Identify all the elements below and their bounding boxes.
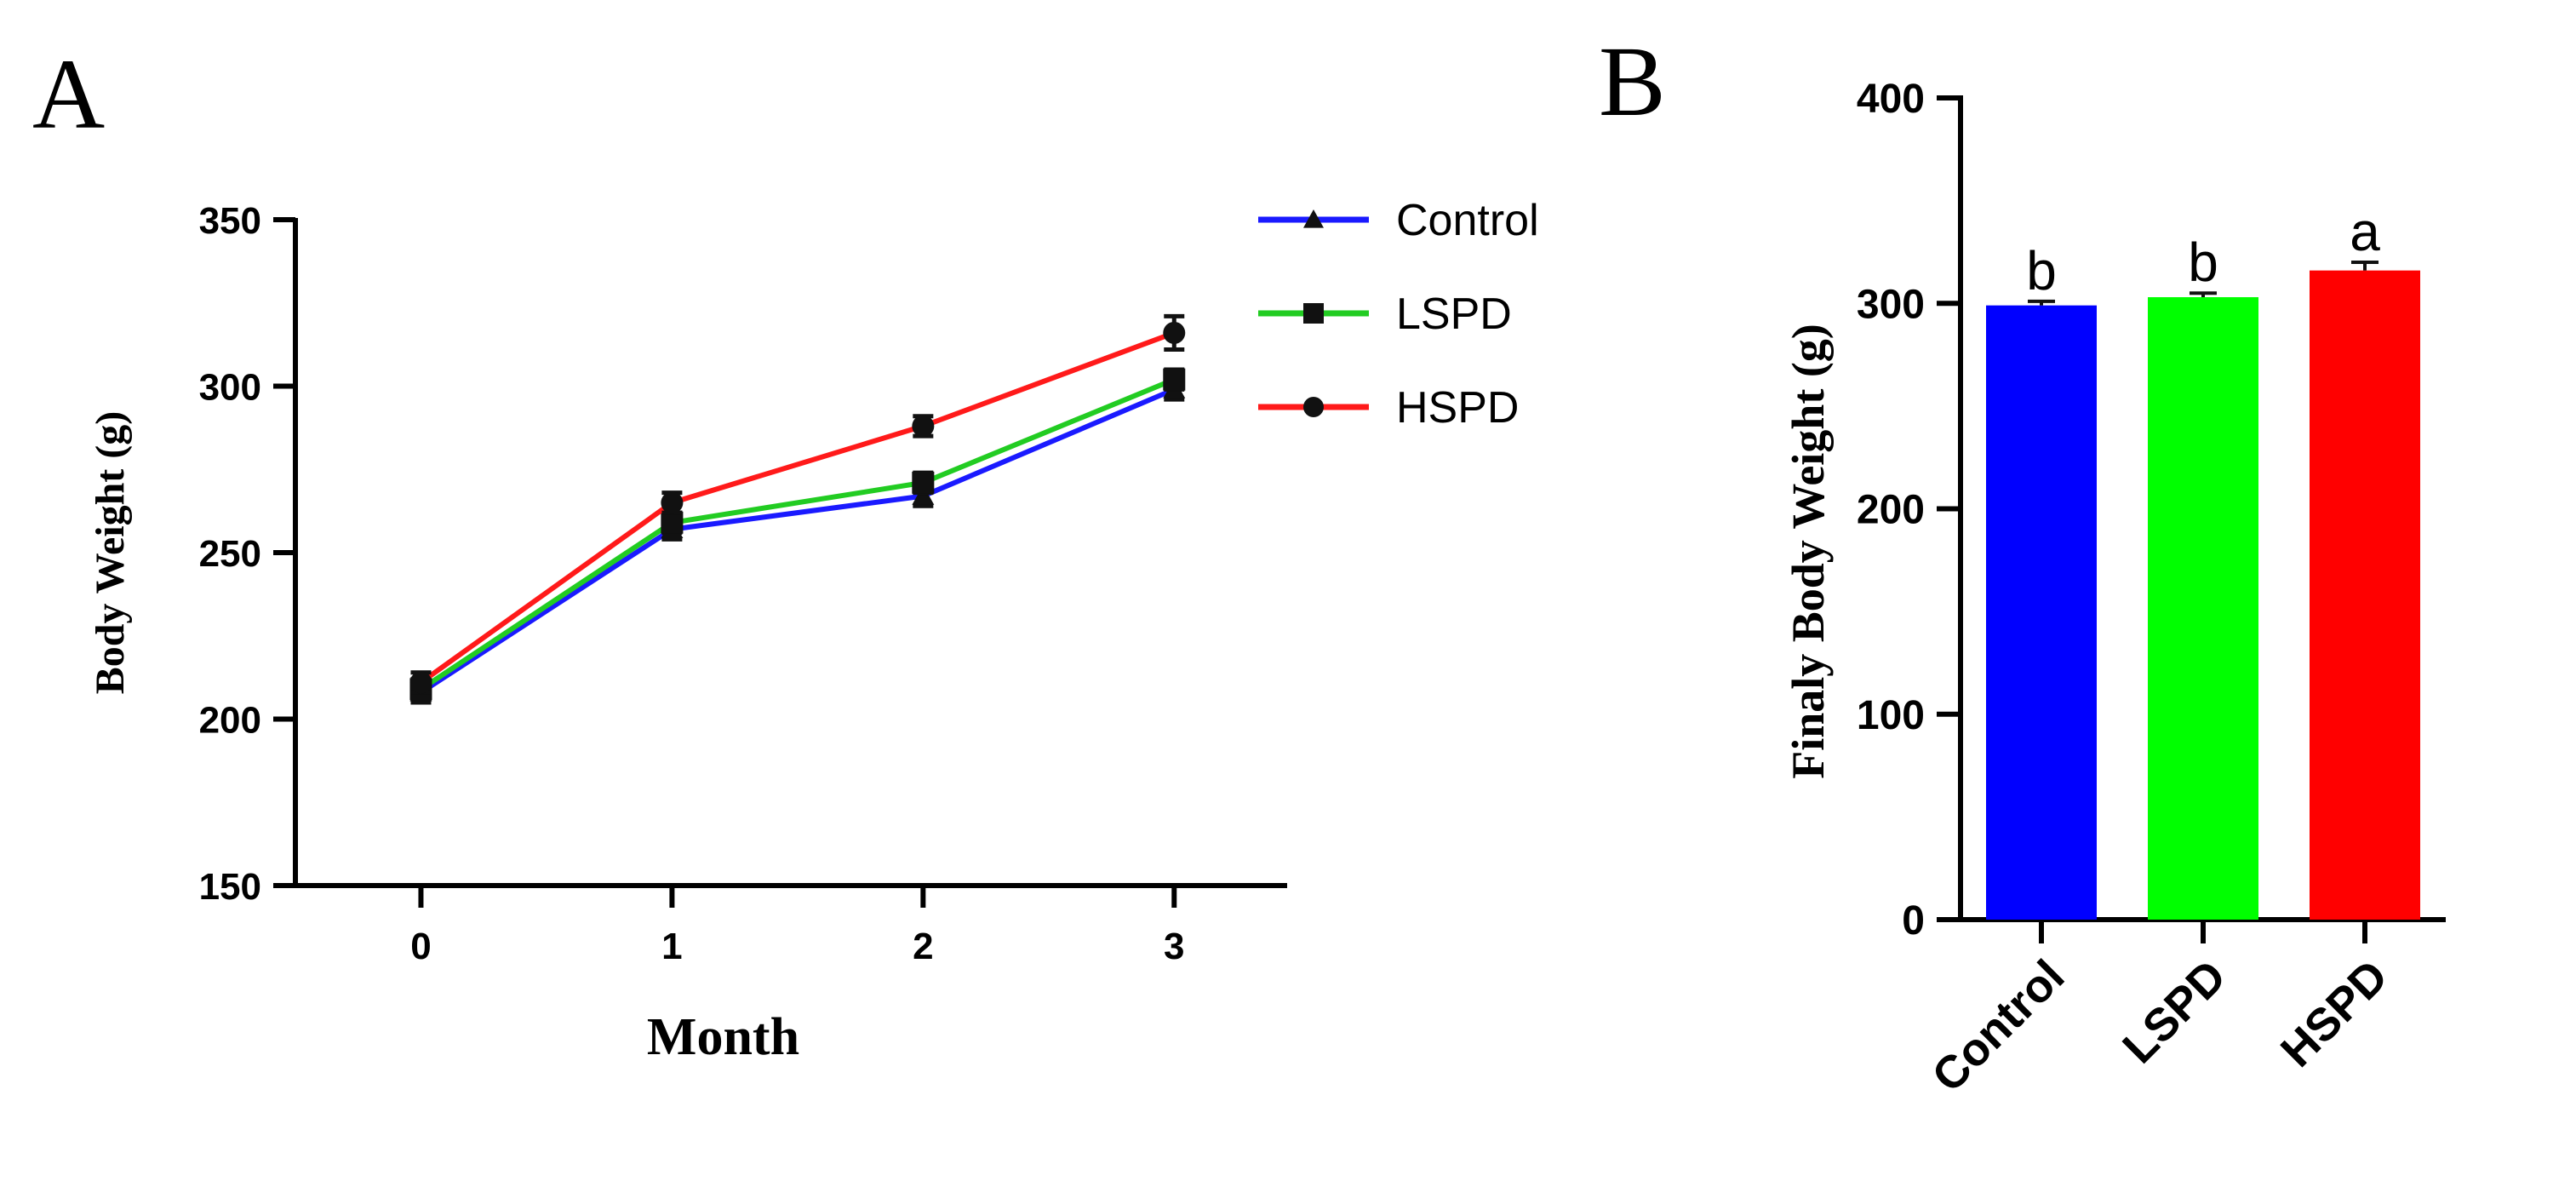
data-point: [912, 471, 935, 494]
legend-label-control: Control: [1396, 196, 1539, 245]
legend-marker-control: [1303, 209, 1324, 228]
bar-y-tick-label: 200: [1857, 488, 1925, 533]
bar-y-axis-title: Finaly Body Weight (g): [1783, 324, 1834, 779]
y-tick-label: 250: [199, 533, 261, 575]
bar-group-lspd: b: [2148, 232, 2258, 920]
y-tick-label: 150: [199, 866, 261, 908]
x-tick-label: 1: [661, 926, 682, 967]
bar-group-control: b: [1986, 240, 2097, 920]
panel-label-b: B: [1599, 26, 1666, 137]
line-chart-ticks: 150 200 250 300 350 0 1 2 3: [199, 200, 1185, 967]
x-tick-label: 3: [1164, 926, 1184, 967]
bar-y-tick-label: 300: [1857, 282, 1925, 327]
x-tick-label: 0: [410, 926, 431, 967]
y-tick-label: 200: [199, 700, 261, 742]
bar-hspd: [2310, 270, 2420, 920]
category-label-lspd: LSPD: [2113, 950, 2235, 1073]
series-line: [419, 330, 1176, 685]
x-axis-title: Month: [647, 1008, 799, 1066]
category-label-control: Control: [1922, 950, 2074, 1102]
bar-group-hspd: a: [2310, 201, 2420, 920]
series-hspd: [409, 313, 1186, 695]
bar-y-tick-label: 0: [1902, 898, 1925, 943]
data-point: [1163, 368, 1186, 391]
data-point: [661, 511, 684, 534]
y-tick-label: 300: [199, 367, 261, 409]
legend-marker-hspd: [1303, 397, 1324, 417]
bar-control: [1986, 305, 2097, 920]
category-label-hspd: HSPD: [2271, 950, 2398, 1077]
line-chart-series: [409, 313, 1186, 705]
data-point: [661, 491, 684, 514]
legend-label-hspd: HSPD: [1396, 383, 1519, 433]
bar-lspd: [2148, 297, 2258, 920]
data-point: [409, 671, 432, 694]
legend-label-lspd: LSPD: [1396, 290, 1512, 339]
significance-letter: a: [2350, 201, 2380, 262]
legend-marker-lspd: [1303, 303, 1324, 324]
series-line: [419, 387, 1176, 695]
significance-letter: b: [2188, 232, 2218, 293]
line-chart-axes: [293, 218, 1287, 888]
significance-letter: b: [2026, 240, 2057, 301]
data-point: [912, 415, 935, 438]
bar-chart: 0 100 200 300 400 Control LSPD HSPD b b a Finaly …: [1783, 77, 2446, 1102]
y-axis-title: Body Weight (g): [88, 411, 133, 694]
data-point: [1163, 321, 1186, 344]
y-tick-label: 350: [199, 200, 261, 242]
x-tick-label: 2: [913, 926, 933, 967]
legend: Control LSPD HSPD: [1258, 196, 1539, 433]
series-control: [409, 377, 1186, 705]
panel-label-a: A: [32, 38, 105, 150]
series-line: [419, 376, 1176, 691]
bar-chart-bars: b ba: [1986, 201, 2420, 920]
bar-y-tick-label: 100: [1857, 693, 1925, 738]
bar-y-tick-label: 400: [1857, 77, 1925, 122]
series-lspd: [409, 367, 1186, 702]
data-point: [912, 485, 935, 505]
line-chart: 150 200 250 300 350 0 1 2 3 Control LSPD HSPD Mont…: [88, 196, 1539, 1066]
